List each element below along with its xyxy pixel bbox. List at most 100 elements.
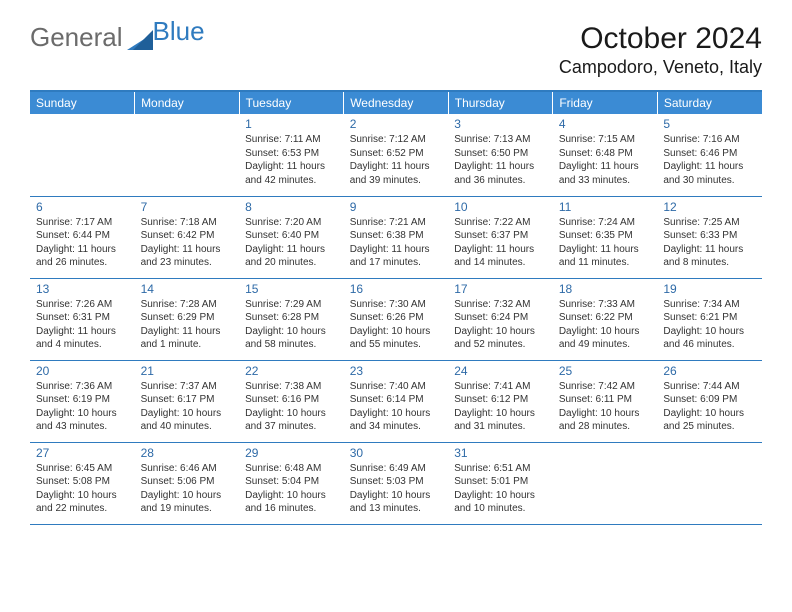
- day-number: 28: [141, 446, 234, 460]
- calendar-day-cell: 7 Sunrise: 7:18 AMSunset: 6:42 PMDaylight…: [135, 196, 240, 278]
- day-number: 5: [663, 117, 756, 131]
- calendar-day-cell: 26 Sunrise: 7:44 AMSunset: 6:09 PMDayligh…: [657, 360, 762, 442]
- day-details: Sunrise: 7:44 AMSunset: 6:09 PMDaylight:…: [663, 380, 756, 434]
- calendar-day-cell: 11Sunrise: 7:24 AMSunset: 6:35 PMDayligh…: [553, 196, 658, 278]
- day-number: 23: [350, 364, 443, 378]
- day-number: 20: [36, 364, 129, 378]
- day-details: Sunrise: 6:46 AMSunset: 5:06 PMDaylight:…: [141, 462, 234, 516]
- day-number: 14: [141, 282, 234, 296]
- day-number: 13: [36, 282, 129, 296]
- calendar-table: SundayMondayTuesdayWednesdayThursdayFrid…: [30, 90, 762, 525]
- calendar-day-cell: 4 Sunrise: 7:15 AMSunset: 6:48 PMDaylight…: [553, 114, 658, 196]
- day-number: 1: [245, 117, 338, 131]
- day-number: 9: [350, 200, 443, 214]
- calendar-day-cell: 8Sunrise: 7:20 AMSunset: 6:40 PMDaylight…: [239, 196, 344, 278]
- day-details: Sunrise: 7:22 AMSunset: 6:37 PMDaylight:…: [454, 216, 547, 270]
- day-number: 24: [454, 364, 547, 378]
- calendar-day-cell: 21Sunrise: 7:37 AMSunset: 6:17 PMDayligh…: [135, 360, 240, 442]
- calendar-day-cell: 24Sunrise: 7:41 AMSunset: 6:12 PMDayligh…: [448, 360, 553, 442]
- day-details: Sunrise: 7:34 AMSunset: 6:21 PMDaylight:…: [663, 298, 756, 352]
- calendar-body: 1 Sunrise: 7:11 AMSunset: 6:53 PMDaylight…: [30, 114, 762, 524]
- day-number: 22: [245, 364, 338, 378]
- calendar-day-cell: 1 Sunrise: 7:11 AMSunset: 6:53 PMDaylight…: [239, 114, 344, 196]
- day-number: 12: [663, 200, 756, 214]
- day-details: Sunrise: 7:20 AMSunset: 6:40 PMDaylight:…: [245, 216, 338, 270]
- calendar-week-row: 20Sunrise: 7:36 AMSunset: 6:19 PMDayligh…: [30, 360, 762, 442]
- calendar-header-row: SundayMondayTuesdayWednesdayThursdayFrid…: [30, 91, 762, 114]
- day-number: 26: [663, 364, 756, 378]
- day-details: Sunrise: 7:38 AMSunset: 6:16 PMDaylight:…: [245, 380, 338, 434]
- title-block: October 2024 Campodoro, Veneto, Italy: [559, 22, 762, 78]
- calendar-day-cell: [657, 442, 762, 524]
- day-details: Sunrise: 7:16 AMSunset: 6:46 PMDaylight:…: [663, 133, 756, 187]
- calendar-week-row: 13 Sunrise: 7:26 AMSunset: 6:31 PMDayligh…: [30, 278, 762, 360]
- logo-text-part2: Blue: [153, 16, 205, 47]
- weekday-header: Sunday: [30, 91, 135, 114]
- day-number: 7: [141, 200, 234, 214]
- day-details: Sunrise: 7:18 AMSunset: 6:42 PMDaylight:…: [141, 216, 234, 270]
- day-number: 30: [350, 446, 443, 460]
- calendar-day-cell: 25Sunrise: 7:42 AMSunset: 6:11 PMDayligh…: [553, 360, 658, 442]
- calendar-day-cell: 12 Sunrise: 7:25 AMSunset: 6:33 PMDayligh…: [657, 196, 762, 278]
- weekday-header: Thursday: [448, 91, 553, 114]
- day-number: 10: [454, 200, 547, 214]
- calendar-day-cell: 19 Sunrise: 7:34 AMSunset: 6:21 PMDayligh…: [657, 278, 762, 360]
- calendar-week-row: 1 Sunrise: 7:11 AMSunset: 6:53 PMDaylight…: [30, 114, 762, 196]
- calendar-day-cell: 31 Sunrise: 6:51 AMSunset: 5:01 PMDayligh…: [448, 442, 553, 524]
- calendar-day-cell: 18Sunrise: 7:33 AMSunset: 6:22 PMDayligh…: [553, 278, 658, 360]
- weekday-header: Friday: [553, 91, 658, 114]
- page-header: General Blue October 2024 Campodoro, Ven…: [30, 22, 762, 78]
- day-number: 16: [350, 282, 443, 296]
- day-number: 4: [559, 117, 652, 131]
- calendar-day-cell: 22 Sunrise: 7:38 AMSunset: 6:16 PMDayligh…: [239, 360, 344, 442]
- calendar-day-cell: 20Sunrise: 7:36 AMSunset: 6:19 PMDayligh…: [30, 360, 135, 442]
- day-details: Sunrise: 7:32 AMSunset: 6:24 PMDaylight:…: [454, 298, 547, 352]
- calendar-week-row: 6 Sunrise: 7:17 AMSunset: 6:44 PMDaylight…: [30, 196, 762, 278]
- day-details: Sunrise: 7:21 AMSunset: 6:38 PMDaylight:…: [350, 216, 443, 270]
- day-details: Sunrise: 7:25 AMSunset: 6:33 PMDaylight:…: [663, 216, 756, 270]
- day-details: Sunrise: 7:11 AMSunset: 6:53 PMDaylight:…: [245, 133, 338, 187]
- day-number: 21: [141, 364, 234, 378]
- calendar-day-cell: 17 Sunrise: 7:32 AMSunset: 6:24 PMDayligh…: [448, 278, 553, 360]
- calendar-day-cell: 3 Sunrise: 7:13 AMSunset: 6:50 PMDaylight…: [448, 114, 553, 196]
- calendar-day-cell: 10 Sunrise: 7:22 AMSunset: 6:37 PMDayligh…: [448, 196, 553, 278]
- weekday-header: Saturday: [657, 91, 762, 114]
- calendar-day-cell: [553, 442, 658, 524]
- day-number: 3: [454, 117, 547, 131]
- calendar-day-cell: 5 Sunrise: 7:16 AMSunset: 6:46 PMDaylight…: [657, 114, 762, 196]
- calendar-day-cell: 29 Sunrise: 6:48 AMSunset: 5:04 PMDayligh…: [239, 442, 344, 524]
- day-details: Sunrise: 6:48 AMSunset: 5:04 PMDaylight:…: [245, 462, 338, 516]
- day-details: Sunrise: 7:15 AMSunset: 6:48 PMDaylight:…: [559, 133, 652, 187]
- weekday-header: Monday: [135, 91, 240, 114]
- calendar-day-cell: 30Sunrise: 6:49 AMSunset: 5:03 PMDayligh…: [344, 442, 449, 524]
- calendar-day-cell: 13 Sunrise: 7:26 AMSunset: 6:31 PMDayligh…: [30, 278, 135, 360]
- day-details: Sunrise: 7:13 AMSunset: 6:50 PMDaylight:…: [454, 133, 547, 187]
- day-details: Sunrise: 7:29 AMSunset: 6:28 PMDaylight:…: [245, 298, 338, 352]
- day-details: Sunrise: 7:40 AMSunset: 6:14 PMDaylight:…: [350, 380, 443, 434]
- day-number: 27: [36, 446, 129, 460]
- day-number: 29: [245, 446, 338, 460]
- brand-logo: General Blue: [30, 22, 205, 57]
- weekday-header: Wednesday: [344, 91, 449, 114]
- day-number: 25: [559, 364, 652, 378]
- calendar-day-cell: 15Sunrise: 7:29 AMSunset: 6:28 PMDayligh…: [239, 278, 344, 360]
- day-number: 11: [559, 200, 652, 214]
- day-details: Sunrise: 6:51 AMSunset: 5:01 PMDaylight:…: [454, 462, 547, 516]
- weekday-header: Tuesday: [239, 91, 344, 114]
- calendar-day-cell: 16 Sunrise: 7:30 AMSunset: 6:26 PMDayligh…: [344, 278, 449, 360]
- day-number: 19: [663, 282, 756, 296]
- day-details: Sunrise: 7:17 AMSunset: 6:44 PMDaylight:…: [36, 216, 129, 270]
- logo-text-part1: General: [30, 22, 123, 53]
- day-details: Sunrise: 7:28 AMSunset: 6:29 PMDaylight:…: [141, 298, 234, 352]
- day-number: 6: [36, 200, 129, 214]
- calendar-day-cell: [135, 114, 240, 196]
- location-subtitle: Campodoro, Veneto, Italy: [559, 57, 762, 78]
- day-number: 18: [559, 282, 652, 296]
- day-number: 31: [454, 446, 547, 460]
- day-details: Sunrise: 7:30 AMSunset: 6:26 PMDaylight:…: [350, 298, 443, 352]
- calendar-day-cell: 6 Sunrise: 7:17 AMSunset: 6:44 PMDaylight…: [30, 196, 135, 278]
- day-details: Sunrise: 7:12 AMSunset: 6:52 PMDaylight:…: [350, 133, 443, 187]
- day-number: 17: [454, 282, 547, 296]
- day-details: Sunrise: 7:26 AMSunset: 6:31 PMDaylight:…: [36, 298, 129, 352]
- calendar-page: General Blue October 2024 Campodoro, Ven…: [0, 0, 792, 545]
